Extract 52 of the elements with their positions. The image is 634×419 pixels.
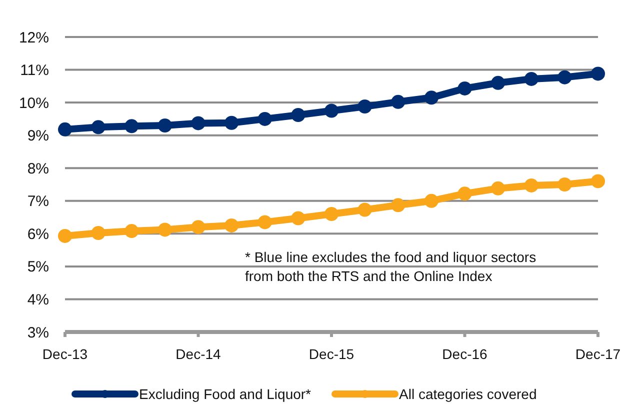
y-tick-label: 5%	[27, 258, 49, 276]
point	[91, 120, 106, 134]
point	[58, 228, 72, 243]
point	[424, 90, 438, 105]
legend-label: Excluding Food and Liquor*	[139, 386, 312, 402]
x-tick-label: Dec-15	[308, 346, 354, 362]
legend-label: All categories covered	[399, 386, 537, 402]
y-tick-label: 12%	[18, 29, 49, 46]
point	[258, 112, 272, 126]
y-tick-label: 8%	[27, 160, 49, 178]
point	[391, 198, 406, 212]
point	[591, 66, 605, 81]
point	[391, 94, 406, 109]
y-tick-label: 4%	[27, 291, 49, 308]
y-tick-label: 11%	[20, 62, 49, 80]
y-tick-label: 10%	[18, 94, 49, 112]
annotation: * Blue line excludes the food and liquor sectors from both the RTS and the Online Index	[245, 249, 536, 284]
point	[291, 108, 306, 122]
point	[358, 99, 372, 114]
point	[191, 220, 206, 234]
x-tick-label: Dec-14	[176, 346, 222, 362]
point	[158, 118, 172, 132]
point	[124, 119, 139, 134]
point	[324, 207, 338, 221]
point	[524, 178, 538, 192]
y-tick-label: 7%	[27, 193, 49, 210]
point	[458, 81, 472, 96]
point	[91, 226, 106, 240]
y-tick-label: 9%	[27, 128, 49, 145]
point	[591, 174, 605, 188]
point	[558, 178, 572, 192]
point	[124, 224, 139, 238]
point	[358, 202, 372, 217]
x-tick-label: Dec-13	[42, 346, 88, 362]
point	[224, 116, 239, 130]
x-tick-label: Dec-16	[442, 346, 488, 362]
point	[524, 72, 538, 86]
point	[558, 70, 572, 84]
x-tick-label: Dec-17	[575, 346, 621, 362]
y-tick-label: 3%	[27, 324, 49, 342]
y-tick-label: 6%	[27, 226, 49, 243]
point	[491, 76, 506, 90]
point	[458, 186, 472, 201]
point	[191, 116, 206, 130]
point	[258, 215, 272, 230]
point	[291, 211, 306, 226]
point	[491, 181, 506, 196]
point	[58, 122, 72, 136]
point	[324, 104, 338, 118]
point	[424, 194, 438, 208]
point	[158, 222, 172, 237]
point	[224, 218, 239, 232]
